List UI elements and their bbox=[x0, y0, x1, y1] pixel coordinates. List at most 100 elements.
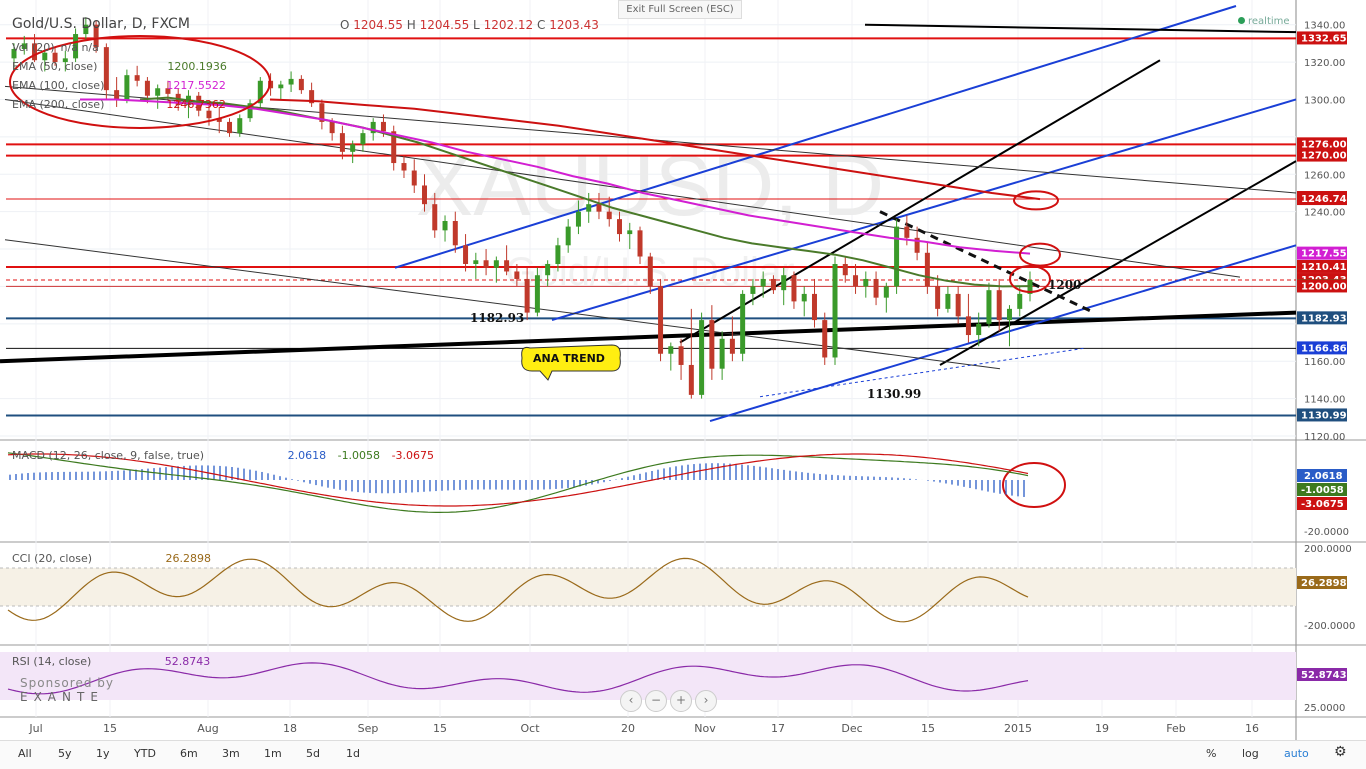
rsi-pill-label: 52.8743 bbox=[1301, 670, 1347, 681]
cci-title-row[interactable]: CCI (20, close) 26.2898 bbox=[12, 552, 211, 565]
price-pill-label: 1270.00 bbox=[1301, 151, 1347, 162]
legend-vol[interactable]: Vol (20) n/a n/a bbox=[12, 41, 99, 54]
candle-body bbox=[32, 43, 38, 61]
candle-body bbox=[616, 219, 622, 235]
log-scale-button[interactable]: log bbox=[1242, 747, 1259, 760]
range-5y-button[interactable]: 5y bbox=[58, 747, 72, 760]
price-tick-label: 1300.00 bbox=[1304, 95, 1345, 106]
range-all-button[interactable]: All bbox=[18, 747, 32, 760]
candle-body bbox=[319, 103, 325, 122]
candle-body bbox=[658, 286, 664, 354]
legend-ema100-label: EMA (100, close) bbox=[12, 79, 105, 92]
candle-body bbox=[996, 290, 1002, 321]
price-pill-label: 1332.65 bbox=[1301, 33, 1347, 44]
range-5d-button[interactable]: 5d bbox=[306, 747, 320, 760]
candle-body bbox=[791, 275, 797, 302]
low-label: L bbox=[473, 18, 480, 32]
candle-body bbox=[298, 78, 304, 91]
sponsor-block[interactable]: Sponsored by EXANTE bbox=[20, 676, 114, 704]
candle-body bbox=[719, 338, 725, 369]
settings-gear-icon[interactable]: ⚙ bbox=[1334, 744, 1347, 760]
percent-scale-button[interactable]: % bbox=[1206, 747, 1217, 760]
candle-body bbox=[853, 275, 859, 287]
price-pill-bg bbox=[1297, 341, 1347, 355]
macd-axis-label: -20.0000 bbox=[1304, 527, 1349, 538]
candle-body bbox=[227, 121, 233, 134]
candle-body bbox=[391, 131, 397, 164]
symbol-title[interactable]: Gold/U.S. Dollar, D, FXCM bbox=[12, 16, 190, 32]
range-1m-button[interactable]: 1m bbox=[264, 747, 282, 760]
macd-title-row[interactable]: MACD (12, 26, close, 9, false, true) 2.0… bbox=[12, 449, 434, 462]
rsi-title-row[interactable]: RSI (14, close) 52.8743 bbox=[12, 655, 210, 668]
time-axis-label: Oct bbox=[520, 722, 540, 735]
candle-body bbox=[237, 118, 243, 134]
candle-body bbox=[124, 75, 130, 100]
candle-body bbox=[740, 293, 746, 354]
price-tick-label: 1340.00 bbox=[1304, 21, 1345, 32]
level-1130-label: 1130.99 bbox=[867, 387, 921, 401]
candle-body bbox=[1017, 293, 1023, 309]
candle-body bbox=[555, 245, 561, 264]
legend-ema100[interactable]: EMA (100, close) 1217.5522 bbox=[12, 79, 226, 92]
candle-body bbox=[483, 260, 489, 268]
price-tick-label: 1160.00 bbox=[1304, 357, 1345, 368]
candle-body bbox=[134, 75, 140, 81]
legend-ema50[interactable]: EMA (50, close) 1200.1936 bbox=[12, 60, 227, 73]
time-axis-label: Aug bbox=[197, 722, 218, 735]
cci-value: 26.2898 bbox=[165, 552, 212, 565]
zoom-out-button[interactable]: − bbox=[645, 690, 667, 712]
range-6m-button[interactable]: 6m bbox=[180, 747, 198, 760]
annotation-circle-price bbox=[1009, 264, 1051, 293]
cci-pill-label: 26.2898 bbox=[1301, 578, 1347, 589]
candle-body bbox=[637, 230, 643, 257]
range-1d-button[interactable]: 1d bbox=[346, 747, 360, 760]
candle-body bbox=[986, 290, 992, 324]
candle-body bbox=[309, 90, 315, 104]
price-pill-bg bbox=[1297, 246, 1347, 260]
macd-value-3: -3.0675 bbox=[391, 449, 435, 462]
candle-body bbox=[473, 260, 479, 264]
legend-ema200[interactable]: EMA (200, close) 1246.7362 bbox=[12, 98, 226, 111]
cci-band bbox=[0, 568, 1296, 606]
range-3m-button[interactable]: 3m bbox=[222, 747, 240, 760]
candle-body bbox=[463, 245, 469, 264]
watermark-symbol: XAUUSD, D bbox=[416, 138, 884, 234]
time-axis-label: 15 bbox=[433, 722, 447, 735]
time-axis-label: 19 bbox=[1095, 722, 1109, 735]
auto-scale-button[interactable]: auto bbox=[1284, 747, 1309, 760]
ema200-line bbox=[269, 98, 1041, 201]
candle-body bbox=[668, 346, 674, 354]
price-tick-label: 1260.00 bbox=[1304, 170, 1345, 181]
macd-title: MACD (12, 26, close, 9, false, true) bbox=[12, 449, 205, 462]
scroll-right-button[interactable]: › bbox=[695, 690, 717, 712]
candle-body bbox=[83, 24, 89, 35]
candle-body bbox=[873, 278, 879, 298]
dotted-support-line bbox=[759, 347, 1086, 398]
price-pill-label: 1166.86 bbox=[1301, 343, 1347, 354]
exit-fullscreen-button[interactable]: Exit Full Screen (ESC) bbox=[618, 0, 742, 19]
sponsor-brand: EXANTE bbox=[20, 690, 104, 704]
price-pill-bg bbox=[1297, 259, 1347, 273]
candle-body bbox=[801, 293, 807, 302]
time-axis-label: Nov bbox=[694, 722, 716, 735]
range-ytd-button[interactable]: YTD bbox=[134, 747, 156, 760]
range-1y-button[interactable]: 1y bbox=[96, 747, 110, 760]
candle-body bbox=[401, 163, 407, 171]
candle-body bbox=[976, 323, 982, 336]
scroll-left-button[interactable]: ‹ bbox=[620, 690, 642, 712]
candle-body bbox=[1006, 308, 1012, 321]
candle-body bbox=[924, 252, 930, 287]
macd-pill-3-bg bbox=[1297, 497, 1347, 510]
annotation-circle-macd bbox=[1002, 462, 1066, 508]
price-tick-label: 1140.00 bbox=[1304, 395, 1345, 406]
rsi-value: 52.8743 bbox=[164, 655, 211, 668]
low-value: 1202.12 bbox=[483, 18, 534, 32]
rsi-pill-bg bbox=[1297, 668, 1347, 681]
candle-body bbox=[422, 185, 428, 205]
ema50-line bbox=[139, 96, 1031, 288]
zoom-in-button[interactable]: + bbox=[670, 690, 692, 712]
candle-body bbox=[935, 286, 941, 309]
price-pill-label: 1200.00 bbox=[1301, 281, 1347, 292]
ana-trend-callout bbox=[521, 344, 621, 381]
open-value: 1204.55 bbox=[353, 18, 403, 32]
